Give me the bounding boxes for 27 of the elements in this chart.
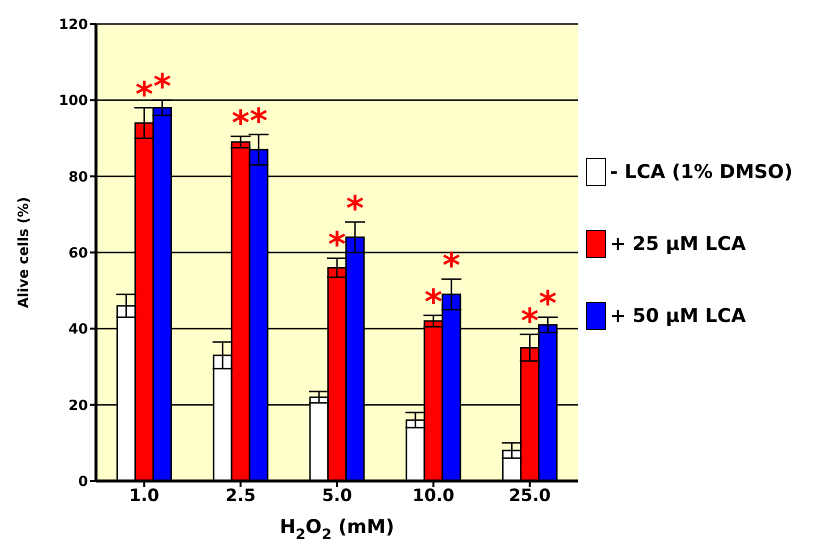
x-tick-label: 5.0 bbox=[322, 486, 352, 506]
legend-label: + 25 μM LCA bbox=[610, 233, 746, 255]
y-tick-label: 0 bbox=[78, 474, 88, 490]
y-tick-label: 60 bbox=[68, 245, 88, 262]
annotation: * bbox=[153, 67, 172, 108]
x-tick-label: 10.0 bbox=[412, 486, 455, 506]
y-tick-label: 80 bbox=[68, 169, 88, 186]
legend-label: - LCA (1% DMSO) bbox=[610, 161, 793, 183]
annotation: * bbox=[346, 189, 364, 230]
y-tick-label: 120 bbox=[58, 16, 88, 33]
legend-label: + 50 μM LCA bbox=[610, 305, 746, 327]
y-tick-label: 40 bbox=[68, 322, 88, 338]
x-axis-title: H$_{2}$O$_{2}$ (mM) bbox=[280, 516, 394, 543]
annotation: * bbox=[538, 284, 557, 324]
x-tick-label: 1.0 bbox=[129, 486, 160, 506]
annotation: * bbox=[232, 103, 250, 144]
annotation: * bbox=[328, 225, 346, 266]
annotation: * bbox=[520, 301, 539, 342]
x-tick-label: 25.0 bbox=[508, 486, 551, 506]
annotation: * bbox=[424, 282, 443, 322]
annotation: * bbox=[135, 74, 154, 115]
x-tick-label: 2.5 bbox=[226, 486, 256, 506]
y-axis-title: Alive cells (%) bbox=[16, 196, 32, 308]
annotation: * bbox=[442, 246, 461, 286]
annotation: * bbox=[250, 101, 268, 142]
y-tick-label: 100 bbox=[58, 93, 88, 110]
y-tick-label: 20 bbox=[68, 398, 88, 414]
